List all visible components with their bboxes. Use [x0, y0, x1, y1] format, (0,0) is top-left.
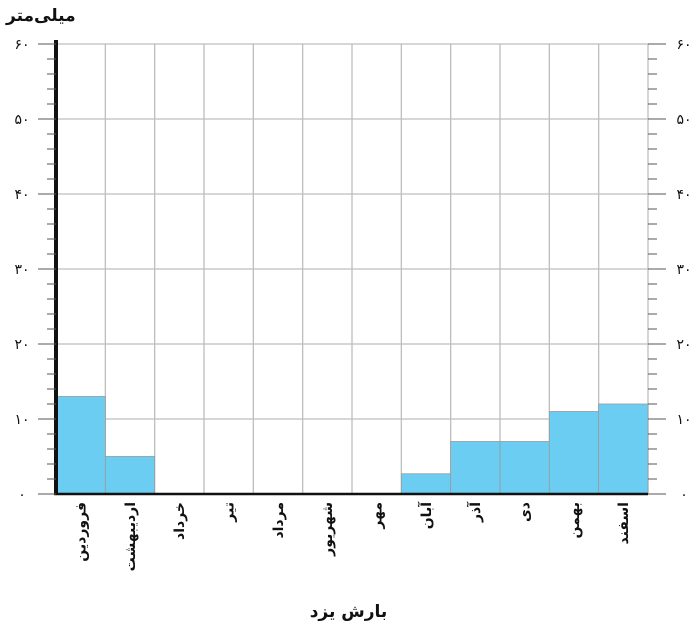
grid-lines: [56, 43, 649, 495]
y-ticks-right: ۰ ۱۰ ۲۰ ۳۰ ۴۰ ۵۰ ۶۰: [648, 37, 692, 503]
y-ticks-left: ۰ ۱۰ ۲۰ ۳۰ ۴۰ ۵۰ ۶۰: [14, 37, 56, 503]
bar: [548, 411, 600, 495]
y-tick-label-right: ۴۰: [676, 187, 691, 203]
y-tick-label-right: ۶۰: [676, 37, 691, 53]
bar: [450, 441, 501, 495]
bar: [499, 441, 550, 495]
y-tick-label-left: ۶۰: [14, 37, 29, 53]
bars: [55, 396, 649, 495]
y-tick-label-right: ۳۰: [676, 262, 691, 278]
y-tick-label-left: ۲۰: [14, 337, 29, 353]
bar: [400, 473, 452, 495]
x-tick-label: اردیبهشت: [123, 502, 139, 571]
x-tick-label: تیر: [222, 502, 238, 523]
y-tick-label-left: ۱۰: [14, 412, 29, 428]
y-tick-label-left: ۳۰: [14, 262, 29, 278]
x-tick-label: اسفند: [616, 502, 632, 544]
x-tick-label: آذر: [466, 501, 484, 523]
y-tick-label-right: ۲۰: [676, 337, 691, 353]
y-axis-label: میلی‌متر: [6, 6, 76, 26]
chart-title: بارش یزد: [309, 602, 388, 622]
x-tick-label: بهمن: [567, 502, 583, 538]
y-tick-label-right: ۵۰: [676, 112, 691, 128]
x-tick-label: مرداد: [271, 502, 287, 539]
bar: [55, 396, 106, 495]
x-tick-label: خرداد: [172, 502, 188, 540]
bar: [598, 403, 649, 495]
y-tick-label-left: ۰: [18, 487, 26, 503]
y-tick-label-left: ۴۰: [14, 187, 29, 203]
bar: [104, 456, 156, 495]
x-tick-label: آبان: [417, 501, 435, 529]
y-tick-label-left: ۵۰: [14, 112, 29, 128]
y-tick-label-right: ۰: [680, 487, 688, 503]
x-tick-label: دی: [518, 502, 534, 522]
x-tick-label: شهریور: [320, 502, 336, 557]
x-tick-labels: فروردین اردیبهشت خرداد تیر مرداد شهریور مهر آبا…: [74, 501, 633, 572]
axes: [54, 40, 648, 496]
x-tick-label: فروردین: [74, 502, 90, 562]
y-tick-label-right: ۱۰: [676, 412, 691, 428]
x-tick-label: مهر: [370, 502, 386, 530]
